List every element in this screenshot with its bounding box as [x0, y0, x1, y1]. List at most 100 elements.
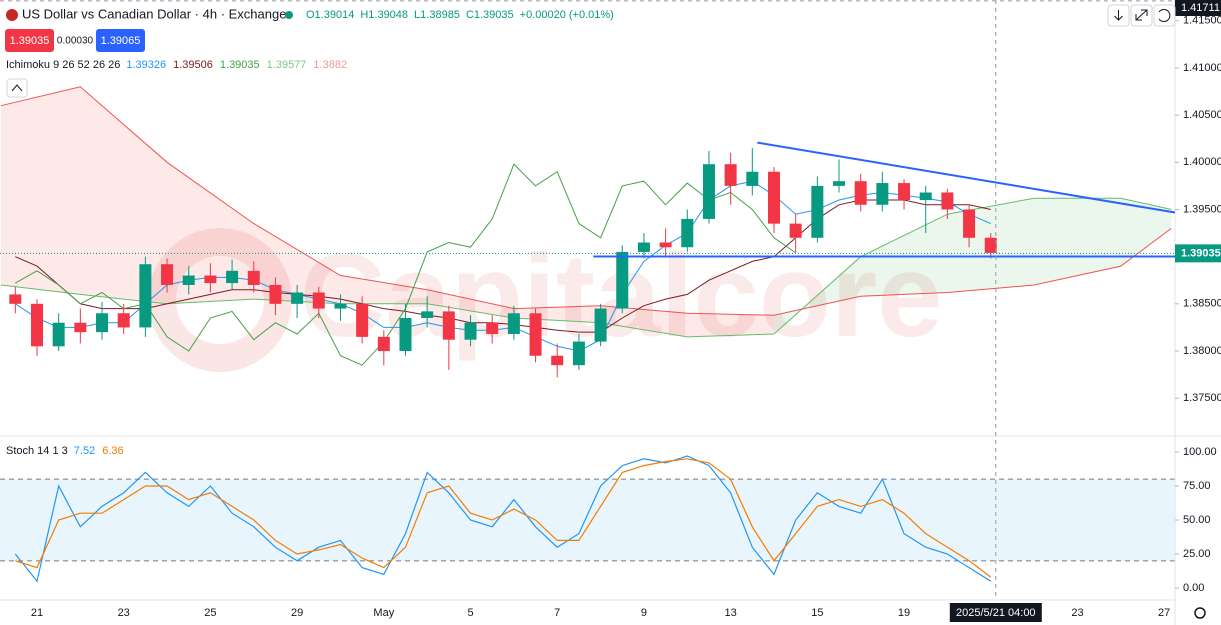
x-tick-label: 19: [898, 607, 910, 619]
candle-body: [811, 185, 824, 238]
candle-body: [984, 237, 997, 253]
ichimoku-line: [15, 199, 991, 333]
x-tick-label: 21: [31, 607, 43, 619]
ohlc-readout: +0.00020 (+0.01%): [520, 9, 614, 21]
candle-body: [507, 313, 520, 335]
indicator-value: 1.39506: [173, 59, 213, 71]
cloud-fill: [1034, 198, 1121, 285]
ohlc-readout: O1.39014: [306, 9, 354, 21]
y-tick-label: 1.39500: [1183, 203, 1221, 215]
stoch-line: [14, 455, 992, 583]
candle-body: [442, 311, 455, 340]
crosshair-price-label: 1.41711: [1181, 2, 1220, 14]
x-tick-label: 7: [554, 607, 560, 619]
indicator-label: Ichimoku 9 26 52 26 26: [6, 59, 120, 71]
y-tick-label: 1.40000: [1183, 156, 1221, 168]
last-price-tag: [1175, 244, 1221, 263]
bid-box[interactable]: [5, 29, 54, 52]
candle-body: [637, 242, 650, 252]
collapse-button[interactable]: [6, 78, 28, 98]
candle-body: [74, 322, 87, 333]
crosshair-price-tag: [1175, 0, 1221, 16]
candle-body: [486, 322, 499, 335]
crosshair-time-tag: [949, 603, 1042, 622]
x-tick-label: 25: [204, 607, 216, 619]
candle-body: [9, 294, 22, 304]
ohlc-readout: C1.39035: [466, 9, 514, 21]
candle-body: [833, 181, 846, 186]
candle-body: [312, 292, 325, 309]
indicator-value: 1.3882: [313, 59, 347, 71]
y-tick-label: 75.00: [1183, 480, 1211, 492]
cloud-fill: [1120, 198, 1172, 267]
toolbar: [1107, 4, 1176, 27]
y-tick-label: 1.38000: [1183, 345, 1221, 357]
candle-body: [551, 355, 564, 366]
ichimoku-line: [15, 180, 991, 352]
candle-body: [681, 218, 694, 248]
y-tick-label: 1.41500: [1183, 15, 1221, 27]
candle-body: [702, 164, 715, 219]
x-tick-label: 23: [1071, 607, 1083, 619]
x-tick-label: 27: [1158, 607, 1170, 619]
candle-body: [161, 264, 174, 285]
candle-body: [767, 171, 780, 224]
candle-body: [616, 251, 629, 309]
cloud-fill: [0, 86, 81, 295]
last-price-label: 1.39035: [1181, 247, 1221, 259]
candle-body: [854, 181, 867, 205]
ohlc-readout: H1.39048: [360, 9, 408, 21]
candle-body: [204, 275, 217, 284]
cloud-fill: [687, 313, 774, 337]
candle-body: [529, 313, 542, 356]
candle-body: [52, 322, 65, 347]
price-pane: [0, 86, 1175, 378]
candle-body: [594, 308, 607, 342]
candle-body: [963, 209, 976, 238]
candle-body: [789, 223, 802, 238]
x-tick-label: May: [373, 607, 394, 619]
candle-body: [291, 292, 304, 304]
y-tick-label: 0.00: [1183, 582, 1204, 594]
y-tick-label: 1.40500: [1183, 109, 1221, 121]
indicator-value: 6.36: [102, 445, 123, 457]
indicator-value: 1.39035: [220, 59, 260, 71]
candle-body: [898, 183, 911, 201]
toolbar-icon: [1114, 10, 1123, 21]
candle-body: [464, 322, 477, 340]
ask-box[interactable]: [96, 29, 145, 52]
candle-body: [377, 336, 390, 352]
stoch-line: [15, 458, 992, 578]
indicator-value: 7.52: [74, 445, 95, 457]
settings-icon[interactable]: [1194, 607, 1206, 619]
candle-body: [247, 270, 260, 285]
cloud-fill: [427, 289, 514, 318]
x-tick-label: 15: [811, 607, 823, 619]
indicator-label: Stoch 14 1 3: [6, 445, 68, 457]
y-tick-label: 25.00: [1183, 548, 1211, 560]
candle-body: [96, 313, 109, 333]
trendline: [757, 141, 1176, 214]
candle-body: [746, 171, 759, 186]
toolbar-button[interactable]: [1153, 4, 1176, 27]
candle-body: [139, 264, 152, 328]
candle-body: [182, 275, 195, 285]
y-tick-label: 1.41000: [1183, 62, 1221, 74]
y-tick-label: 100.00: [1183, 446, 1217, 458]
ohlc-readout: L1.38985: [414, 9, 460, 21]
candle-body: [876, 183, 889, 205]
x-tick-label: 9: [641, 607, 647, 619]
candle-body: [919, 192, 932, 201]
candle-body: [30, 303, 43, 347]
candle-body: [572, 341, 585, 366]
candle-body: [117, 313, 130, 328]
cloud-fill: [80, 86, 168, 304]
indicator-value: 1.39326: [126, 59, 166, 71]
bid-price: 1.39035: [10, 35, 50, 47]
candle-body: [334, 303, 347, 309]
collapse-icon: [11, 84, 23, 92]
candle-body: [226, 270, 239, 284]
